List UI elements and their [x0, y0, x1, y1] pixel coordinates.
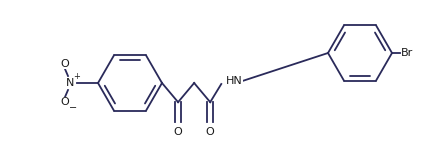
- Text: O: O: [61, 59, 70, 69]
- Text: −: −: [69, 103, 77, 113]
- Text: O: O: [206, 127, 214, 137]
- Text: Br: Br: [401, 48, 413, 58]
- Text: HN: HN: [226, 76, 243, 86]
- Text: O: O: [61, 97, 70, 107]
- Text: O: O: [174, 127, 183, 137]
- Text: N: N: [66, 78, 74, 88]
- Text: +: +: [73, 72, 80, 81]
